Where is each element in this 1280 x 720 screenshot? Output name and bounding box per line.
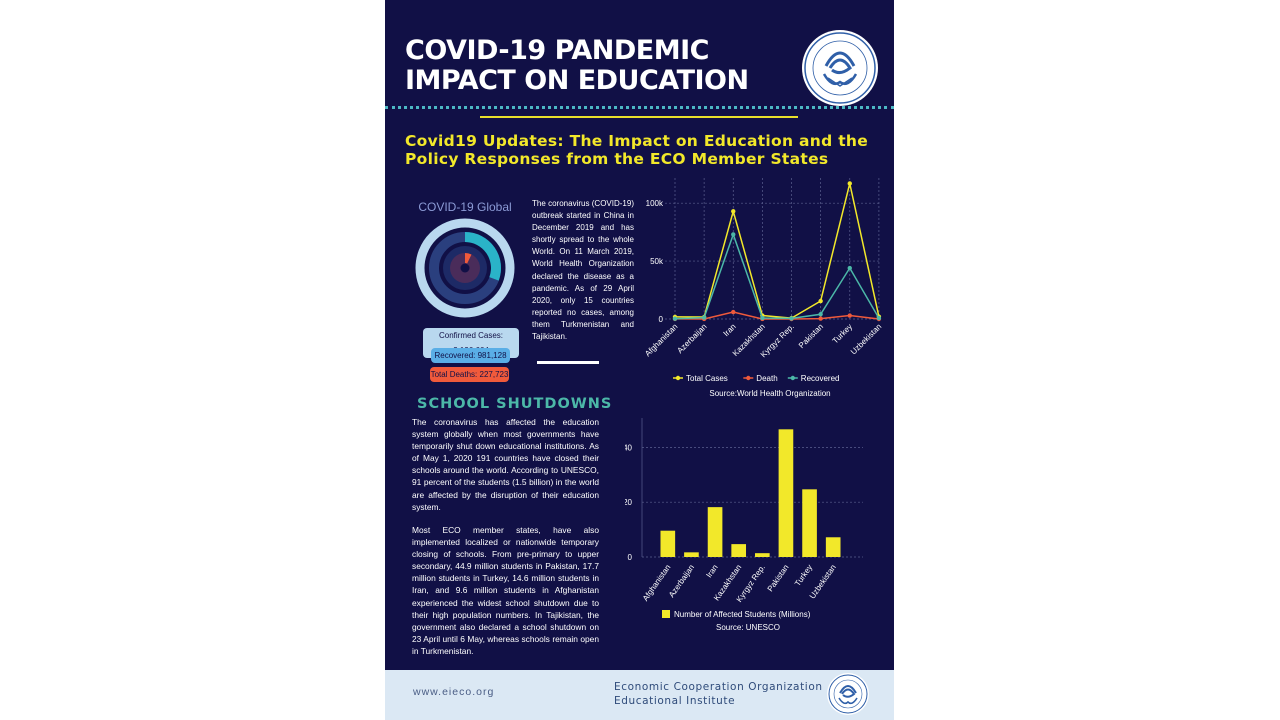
- donut-center: [460, 263, 470, 273]
- chart1-point: [818, 316, 823, 321]
- chart1-legend-label: Death: [756, 374, 777, 383]
- chart1-point: [672, 316, 678, 321]
- chart1-xtick: Pakistan: [797, 322, 825, 350]
- chart1-xtick: Turkey: [831, 322, 854, 345]
- school-paragraph-2: Most ECO member states, have also implem…: [412, 525, 599, 656]
- website-link[interactable]: www.eieco.org: [413, 686, 495, 698]
- chart1-point: [847, 181, 852, 186]
- dotted-divider: [385, 106, 894, 109]
- infographic-poster: COVID-19 PANDEMIC IMPACT ON EDUCATION Co…: [385, 0, 894, 720]
- chart1-ytick: 50k: [650, 257, 664, 266]
- chart1-source: Source:World Health Organization: [709, 389, 830, 398]
- eco-logo-icon: [802, 30, 878, 106]
- chart2-bar: [707, 507, 723, 557]
- footer-org-line-1: Economic Cooperation Organization: [614, 681, 823, 693]
- intro-paragraph: The coronavirus (COVID-19) outbreak star…: [532, 199, 634, 342]
- chart1-point: [847, 265, 852, 271]
- chart1-point: [847, 313, 852, 318]
- chart2-legend-label: Number of Affected Students (Millions): [674, 610, 811, 619]
- chart2-xtick: Iran: [704, 563, 719, 579]
- chart1-xtick: Iran: [722, 322, 738, 338]
- chart2-ytick: 0: [628, 553, 633, 562]
- recovered-badge: Recovered: 981,128: [431, 348, 510, 363]
- donut-recovered-arc: [465, 232, 501, 281]
- chart2-ytick: 40: [625, 443, 633, 452]
- chart2-ytick: 20: [625, 498, 633, 507]
- chart1-legend-dot: [675, 375, 681, 381]
- title-line-1: COVID-19 PANDEMIC: [405, 35, 709, 66]
- yellow-divider: [480, 116, 798, 118]
- chart1-point: [789, 316, 794, 321]
- chart1-point: [731, 232, 736, 237]
- title-line-2: IMPACT ON EDUCATION: [405, 65, 749, 96]
- white-divider: [537, 361, 599, 364]
- subtitle-line-1: Covid19 Updates: The Impact on Education…: [405, 132, 869, 150]
- chart2-bar: [825, 537, 841, 557]
- section-subtitle: Covid19 Updates: The Impact on Education…: [405, 132, 875, 168]
- chart1-legend-dot: [790, 375, 795, 381]
- footer-bar: [385, 670, 894, 720]
- chart1-xtick: Afghanistan: [643, 322, 679, 358]
- chart1-point: [731, 309, 736, 315]
- school-shutdowns-heading: SCHOOL SHUTDOWNS: [417, 396, 613, 412]
- chart2-xtick: Turkey: [793, 563, 814, 588]
- chart1-point: [876, 315, 882, 321]
- page-title: COVID-19 PANDEMIC IMPACT ON EDUCATION: [405, 36, 765, 96]
- chart1-point: [818, 298, 823, 304]
- chart2-xtick: Pakistan: [766, 563, 791, 593]
- chart1-xtick: Azerbaijan: [675, 322, 708, 355]
- chart2-bar: [802, 489, 817, 557]
- chart1-point: [818, 312, 823, 317]
- chart2-bar: [731, 544, 747, 557]
- chart1-xtick: Uzbekistan: [849, 322, 883, 356]
- eco-logo-footer-icon: [827, 673, 869, 715]
- chart1-ytick: 0: [659, 315, 664, 324]
- chart2-bar: [754, 553, 770, 557]
- subtitle-line-2: Policy Responses from the ECO Member Sta…: [405, 150, 829, 168]
- chart2-bar: [660, 530, 676, 557]
- donut-outer-ring: [415, 218, 515, 318]
- chart2-bar: [778, 429, 794, 557]
- chart1-point: [701, 315, 707, 320]
- chart1-ytick: 100k: [646, 199, 664, 208]
- chart1-legend-dot: [746, 375, 751, 381]
- chart2-source: Source: UNESCO: [716, 623, 780, 632]
- donut-deaths-arc: [465, 253, 472, 264]
- chart2-xtick: Afghanistan: [641, 563, 673, 603]
- chart2-bar: [684, 552, 699, 557]
- chart1-series-line: [674, 311, 879, 320]
- chart1-legend-label: Total Cases: [686, 374, 728, 383]
- chart1-legend-label: Recovered: [801, 374, 840, 383]
- global-title: COVID-19 Global: [418, 200, 512, 214]
- chart1-series-line: [674, 183, 880, 319]
- global-donut-chart: [415, 218, 515, 318]
- footer-org-line-2: Educational Institute: [614, 695, 736, 707]
- chart1-point: [731, 209, 736, 214]
- total-deaths-badge: Total Deaths: 227,723: [430, 367, 509, 382]
- school-paragraph-1: The coronavirus has affected the educati…: [412, 417, 599, 512]
- chart1-series-line: [674, 232, 880, 320]
- chart1-point: [760, 315, 765, 321]
- chart2-legend-swatch: [662, 610, 670, 618]
